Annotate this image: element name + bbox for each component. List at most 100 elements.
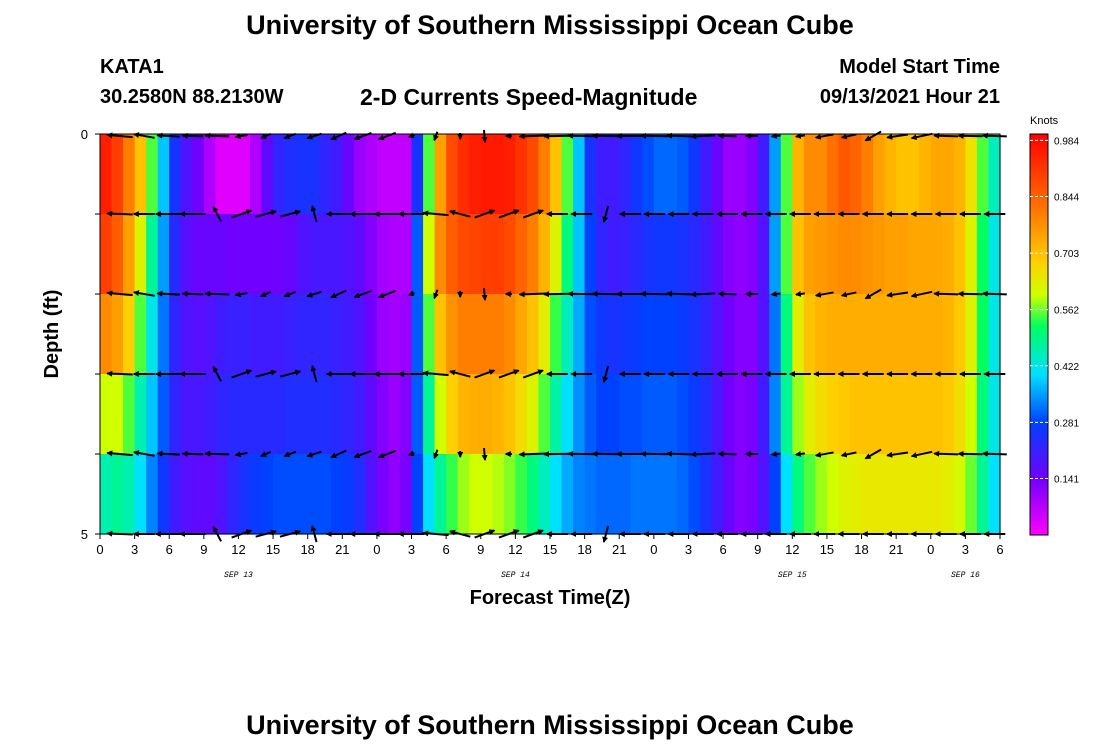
x-tick-label: 18 bbox=[300, 542, 314, 557]
current-vector bbox=[283, 132, 297, 140]
heatmap-cell bbox=[492, 294, 505, 375]
heatmap-cell bbox=[561, 454, 574, 535]
heatmap-cell bbox=[607, 374, 620, 455]
current-vector bbox=[433, 449, 439, 460]
x-tick-label: 3 bbox=[408, 542, 415, 557]
heatmap-cell bbox=[896, 374, 909, 455]
heatmap-cell bbox=[838, 294, 851, 375]
heatmap-cell bbox=[769, 374, 782, 455]
date-label: SEP 16 bbox=[951, 571, 980, 580]
heatmap-cell bbox=[896, 214, 909, 295]
heatmap-cell bbox=[896, 294, 909, 375]
heatmap-cell bbox=[250, 454, 263, 535]
heatmap-cell bbox=[873, 374, 886, 455]
date-label: SEP 13 bbox=[224, 571, 253, 580]
heatmap-cell bbox=[400, 294, 413, 375]
heatmap-cell bbox=[561, 134, 574, 215]
heatmap-cell bbox=[607, 134, 620, 215]
current-vector bbox=[933, 132, 959, 139]
heatmap-cell bbox=[850, 454, 863, 535]
heatmap-cell bbox=[111, 134, 124, 215]
heatmap-cell bbox=[330, 454, 343, 535]
heatmap-cell bbox=[400, 214, 413, 295]
heatmap-cell bbox=[838, 374, 851, 455]
heatmap-cell bbox=[296, 294, 309, 375]
x-tick-label: 12 bbox=[231, 542, 245, 557]
heatmap-cell bbox=[665, 454, 678, 535]
heatmap-cell bbox=[261, 134, 274, 215]
heatmap-cell bbox=[965, 134, 978, 215]
heatmap-cell bbox=[111, 454, 124, 535]
heatmap-cell bbox=[261, 214, 274, 295]
current-vector bbox=[422, 370, 449, 377]
heatmap-cell bbox=[319, 454, 332, 535]
heatmap-cell bbox=[596, 134, 609, 215]
y-tick-label: 5 bbox=[81, 527, 88, 542]
y-axis-ticks: 05 bbox=[81, 127, 100, 542]
current-vector bbox=[840, 451, 857, 458]
heatmap-cell bbox=[111, 214, 124, 295]
heatmap-cell bbox=[284, 294, 297, 375]
heatmap-cell bbox=[953, 294, 966, 375]
current-vector bbox=[310, 365, 318, 383]
heatmap-cell bbox=[134, 294, 147, 375]
x-tick-label: 0 bbox=[373, 542, 380, 557]
heatmap-cell bbox=[261, 454, 274, 535]
heatmap-cell bbox=[965, 454, 978, 535]
heatmap-cell bbox=[492, 454, 505, 535]
heatmap-cell bbox=[769, 454, 782, 535]
speed-heatmap bbox=[100, 134, 1001, 535]
heatmap-cell bbox=[411, 374, 424, 455]
current-vector bbox=[353, 289, 372, 299]
current-vector bbox=[433, 289, 439, 300]
heatmap-cell bbox=[100, 134, 113, 215]
current-vector bbox=[106, 450, 133, 457]
current-vector bbox=[260, 133, 272, 139]
current-vector bbox=[910, 450, 933, 459]
heatmap-cell bbox=[330, 134, 343, 215]
current-vector bbox=[156, 450, 180, 457]
heatmap-cell bbox=[492, 214, 505, 295]
heatmap-cell bbox=[780, 214, 793, 295]
heatmap-cell bbox=[538, 214, 551, 295]
heatmap-cell bbox=[411, 294, 424, 375]
heatmap-cell bbox=[619, 294, 632, 375]
current-vector bbox=[498, 369, 520, 379]
heatmap-cell bbox=[792, 214, 805, 295]
current-vector bbox=[814, 291, 834, 298]
heatmap-cell bbox=[226, 214, 240, 295]
heatmap-cell bbox=[953, 214, 966, 295]
current-vector bbox=[234, 291, 248, 298]
current-vector bbox=[794, 132, 805, 139]
heatmap-cell bbox=[815, 294, 828, 375]
heatmap-cell bbox=[723, 374, 736, 455]
heatmap-cell bbox=[226, 374, 240, 455]
heatmap-cell bbox=[792, 454, 805, 535]
heatmap-cell bbox=[965, 294, 978, 375]
x-tick-label: 9 bbox=[754, 542, 761, 557]
current-vector bbox=[234, 451, 248, 458]
heatmap-cell bbox=[700, 454, 713, 535]
current-vector bbox=[474, 369, 496, 379]
heatmap-cell bbox=[353, 454, 366, 535]
heatmap-cell bbox=[988, 134, 1001, 215]
heatmap-cell bbox=[480, 374, 493, 455]
current-vector bbox=[864, 448, 882, 460]
heatmap-cell bbox=[469, 134, 482, 215]
current-vector bbox=[518, 133, 547, 140]
heatmap-cell bbox=[423, 374, 436, 455]
heatmap-cell bbox=[273, 374, 286, 455]
heatmap-cell bbox=[319, 294, 332, 375]
heatmap-cell bbox=[146, 214, 159, 295]
heatmap-cell bbox=[342, 214, 355, 295]
heatmap-cell bbox=[607, 454, 620, 535]
current-vector bbox=[181, 132, 204, 139]
heatmap-cell bbox=[423, 294, 436, 375]
current-vector bbox=[204, 290, 230, 297]
heatmap-cell bbox=[503, 374, 516, 455]
heatmap-cell bbox=[515, 294, 528, 375]
heatmap-cell bbox=[676, 214, 690, 295]
heatmap-cell bbox=[457, 294, 470, 375]
heatmap-cell bbox=[365, 214, 378, 295]
current-vector bbox=[353, 449, 372, 459]
